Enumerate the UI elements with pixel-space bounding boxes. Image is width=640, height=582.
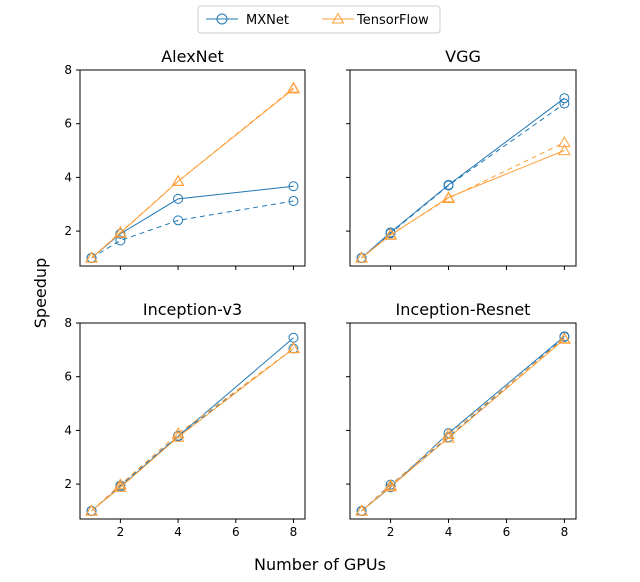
- panel-title-vgg: VGG: [445, 47, 481, 66]
- data-point-alexnet-mxnet-dashed-gpu8: [288, 196, 299, 207]
- panel-vgg: VGG: [346, 47, 577, 270]
- data-point-vgg-tensorflow-dashed-gpu4: [442, 191, 455, 203]
- data-point-inception-v3-tensorflow-dashed-gpu2: [114, 478, 127, 490]
- data-point-inception-resnet-tensorflow-dashed-gpu2: [384, 478, 397, 491]
- y-axis-label: Speedup: [31, 258, 50, 328]
- data-point-inception-v3-tensorflow-dashed-gpu4: [171, 427, 185, 439]
- data-point-inception-resnet-tensorflow-dashed-gpu4: [442, 427, 455, 439]
- panel-frame-alexnet: [79, 69, 306, 267]
- data-point-inception-resnet-tensorflow-dashed-gpu8: [558, 332, 571, 344]
- panel-title-alexnet: AlexNet: [161, 47, 224, 66]
- data-point-inception-resnet-tensorflow-dashed-gpu1: [355, 504, 368, 516]
- x-tick-label-inception-v3: 6: [232, 525, 240, 539]
- panel-frame-vgg: [349, 69, 577, 267]
- y-tick-label-inception-v3: 8: [64, 316, 72, 330]
- data-point-vgg-mxnet-dashed-gpu8: [559, 98, 570, 109]
- legend-mxnet-marker: [216, 13, 228, 25]
- data-point-vgg-tensorflow-dashed-gpu8: [558, 135, 571, 148]
- y-tick-label-alexnet: 6: [64, 117, 72, 131]
- x-tick-label-inception-resnet: 4: [445, 525, 453, 539]
- series-line-alexnet-tensorflow-dashed: [91, 87, 294, 259]
- panel-frame-inception-resnet: [349, 322, 577, 520]
- x-tick-label-inception-v3: 2: [117, 525, 125, 539]
- y-tick-label-inception-v3: 2: [64, 477, 72, 491]
- panel-title-inception-v3: Inception-v3: [143, 300, 242, 319]
- y-tick-label-alexnet: 4: [64, 170, 72, 184]
- legend-tensorflow-marker: [331, 12, 345, 24]
- series-line-inception-v3-tensorflow-solid: [91, 348, 294, 512]
- x-tick-label-inception-resnet: 2: [387, 525, 395, 539]
- panel-title-inception-resnet: Inception-Resnet: [396, 300, 531, 319]
- data-point-vgg-tensorflow-dashed-gpu1: [355, 251, 368, 263]
- series-line-alexnet-mxnet-dashed: [91, 200, 294, 259]
- series-line-alexnet-mxnet-solid: [91, 185, 294, 259]
- data-point-vgg-mxnet-solid-gpu8: [559, 93, 570, 104]
- series-line-vgg-mxnet-dashed: [361, 103, 565, 259]
- legend-tensorflow-label: TensorFlow: [356, 13, 429, 28]
- legend-mxnet-label: MXNet: [246, 13, 289, 28]
- series-line-vgg-tensorflow-dashed: [361, 142, 565, 259]
- panel-inception-v3: Inception-v3 2 4 6 8 2 4 6 8: [64, 300, 306, 539]
- data-point-alexnet-tensorflow-dashed-gpu1: [85, 251, 98, 263]
- panel-inception-resnet: Inception-Resnet 2 4 6 8: [346, 300, 577, 539]
- data-point-inception-v3-tensorflow-solid-gpu2: [114, 480, 127, 492]
- data-point-alexnet-mxnet-dashed-gpu4: [173, 215, 184, 226]
- data-point-inception-v3-tensorflow-dashed-gpu8: [287, 341, 300, 354]
- y-tick-label-alexnet: 8: [64, 63, 72, 77]
- data-point-vgg-tensorflow-solid-gpu8: [558, 143, 571, 156]
- data-point-alexnet-tensorflow-dashed-gpu2: [114, 225, 127, 238]
- y-tick-label-inception-v3: 6: [64, 370, 72, 384]
- data-point-vgg-tensorflow-dashed-gpu2: [384, 228, 397, 240]
- data-point-inception-resnet-tensorflow-solid-gpu2: [384, 480, 397, 492]
- data-point-inception-v3-tensorflow-dashed-gpu1: [85, 504, 98, 516]
- data-point-alexnet-mxnet-solid-gpu8: [288, 181, 299, 192]
- panel-alexnet: AlexNet 2 4 6 8: [64, 47, 306, 270]
- x-axis-label: Number of GPUs: [254, 555, 386, 574]
- series-line-inception-resnet-tensorflow-dashed: [361, 338, 565, 512]
- data-point-alexnet-tensorflow-dashed-gpu4: [171, 174, 185, 186]
- series-line-vgg-tensorflow-solid: [361, 150, 565, 259]
- panel-frame-inception-v3: [79, 322, 306, 520]
- x-tick-label-inception-resnet: 6: [503, 525, 511, 539]
- legend-frame: [197, 5, 441, 34]
- y-tick-label-alexnet: 2: [64, 224, 72, 238]
- data-point-alexnet-mxnet-dashed-gpu2: [115, 235, 126, 246]
- series-line-inception-resnet-tensorflow-solid: [361, 338, 565, 512]
- legend: MXNet TensorFlow: [197, 5, 441, 34]
- x-tick-label-inception-resnet: 8: [561, 525, 569, 539]
- x-tick-label-inception-v3: 8: [290, 525, 298, 539]
- x-tick-label-inception-v3: 4: [174, 525, 182, 539]
- series-line-inception-v3-tensorflow-dashed: [91, 348, 294, 512]
- data-point-alexnet-mxnet-solid-gpu4: [173, 193, 184, 204]
- data-point-alexnet-mxnet-solid-gpu2: [115, 228, 126, 239]
- y-tick-label-inception-v3: 4: [64, 423, 72, 437]
- data-point-vgg-mxnet-dashed-gpu4: [443, 180, 454, 191]
- data-point-alexnet-tensorflow-dashed-gpu8: [287, 81, 300, 93]
